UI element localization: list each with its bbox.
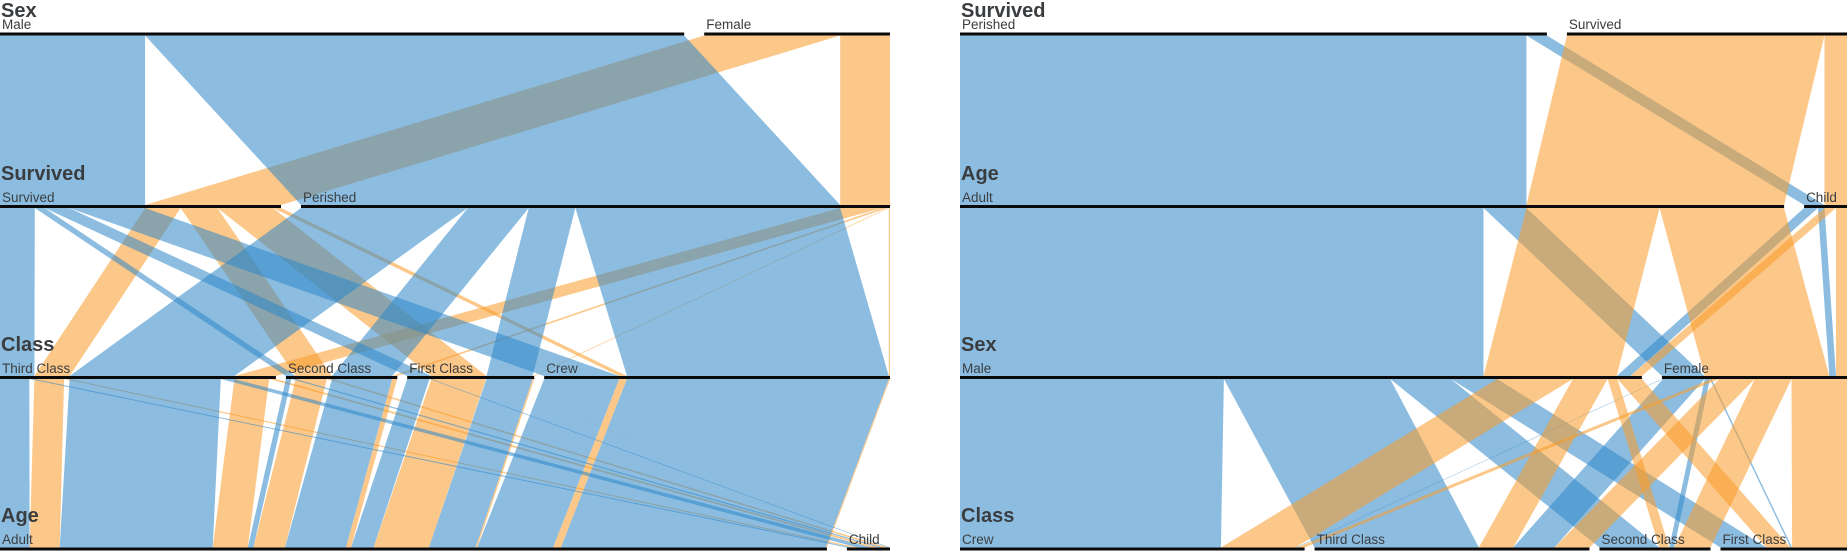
- flow-ribbon-perished[interactable]: [960, 379, 1224, 548]
- flow-ribbon-survived[interactable]: [1483, 208, 1660, 376]
- flow-ribbon-male[interactable]: [69, 208, 468, 376]
- category-label-first-class[interactable]: First Class: [1722, 532, 1787, 547]
- axis-line-segment-perished[interactable]: [960, 32, 1547, 36]
- category-label-male[interactable]: Male: [2, 17, 32, 32]
- flow-ribbon-male[interactable]: [477, 379, 620, 548]
- flow-ribbon-perished[interactable]: [960, 35, 1527, 206]
- axis-line-segment-male[interactable]: [0, 32, 685, 36]
- axis-line-segment-survived[interactable]: [1566, 32, 1847, 36]
- flow-ribbon-male[interactable]: [59, 379, 221, 548]
- flow-ribbon-female[interactable]: [212, 379, 270, 548]
- category-label-adult[interactable]: Adult: [962, 189, 993, 205]
- category-label-third-class[interactable]: Third Class: [2, 360, 71, 376]
- flow-ribbon-survived[interactable]: [1674, 379, 1792, 548]
- flow-ribbon-survived[interactable]: [1791, 379, 1847, 548]
- axis-title-age[interactable]: Age: [961, 162, 999, 185]
- axis-line-segment-adult[interactable]: [960, 205, 1785, 208]
- category-label-third-class[interactable]: Third Class: [1316, 532, 1385, 547]
- category-label-survived[interactable]: Survived: [1568, 17, 1622, 32]
- axis-line-segment-crew[interactable]: [544, 376, 890, 379]
- flow-ribbon-female[interactable]: [373, 379, 487, 548]
- category-label-second-class[interactable]: Second Class: [287, 360, 372, 376]
- flow-ribbon-male[interactable]: [145, 35, 841, 206]
- flow-ribbon-perished[interactable]: [1817, 208, 1836, 376]
- flow-ribbon-survived[interactable]: [1478, 379, 1608, 548]
- parallel-sets-chart-right: Survived Perished Survived Age Adult Child Sex…: [960, 0, 1847, 554]
- flow-ribbon-male[interactable]: [428, 379, 533, 548]
- flow-ribbon-male[interactable]: [0, 379, 30, 548]
- flow-ribbon-survived[interactable]: [1220, 379, 1573, 548]
- axis-line-segment-child[interactable]: [846, 547, 890, 551]
- axis-line-segment-perished[interactable]: [301, 205, 890, 208]
- category-label-crew[interactable]: Crew: [962, 532, 994, 547]
- axis-line-segment-female[interactable]: [704, 32, 890, 36]
- flow-ribbon-survived[interactable]: [1630, 208, 1836, 376]
- category-label-perished[interactable]: Perished: [962, 17, 1016, 32]
- axis-title-class[interactable]: Class: [961, 505, 1015, 527]
- category-label-female[interactable]: Female: [1663, 360, 1709, 376]
- flow-ribbon-male[interactable]: [560, 379, 889, 548]
- category-label-first-class[interactable]: First Class: [409, 360, 473, 376]
- flow-ribbon-female[interactable]: [888, 208, 890, 376]
- flow-ribbon-survived[interactable]: [1526, 35, 1825, 206]
- axis-line-segment-third-class[interactable]: [0, 376, 276, 379]
- flow-ribbon-female[interactable]: [840, 35, 890, 206]
- axis-line-segment-second-class[interactable]: [285, 376, 398, 379]
- flow-ribbon-survived[interactable]: [1836, 208, 1847, 376]
- axis-line-segment-second-class[interactable]: [1599, 547, 1711, 551]
- flow-ribbon-perished[interactable]: [960, 208, 1484, 376]
- category-label-female[interactable]: Female: [706, 17, 752, 32]
- category-label-male[interactable]: Male: [962, 360, 992, 376]
- flow-ribbon-survived[interactable]: [1824, 35, 1847, 206]
- flow-ribbon-male[interactable]: [0, 208, 35, 376]
- flow-ribbon-perished[interactable]: [1223, 379, 1479, 548]
- flow-ribbon-survived[interactable]: [1617, 379, 1791, 548]
- axis-line-segment-first-class[interactable]: [1720, 547, 1847, 551]
- axis-line-segment-male[interactable]: [960, 376, 1642, 379]
- parallel-sets-chart-left: Sex Male Female Survived Survived Perished Cla…: [0, 0, 890, 554]
- flow-ribbon-survived[interactable]: [1554, 379, 1755, 548]
- axis-line-segment-crew[interactable]: [960, 547, 1305, 551]
- flow-ribbon-male[interactable]: [247, 379, 292, 548]
- flow-ribbon-survived[interactable]: [1296, 379, 1720, 548]
- category-label-child[interactable]: Child: [1806, 189, 1837, 205]
- axis-title-survived[interactable]: Survived: [1, 162, 86, 185]
- category-label-child[interactable]: Child: [848, 532, 880, 547]
- flow-ribbon-female[interactable]: [29, 379, 65, 548]
- flow-ribbon-female[interactable]: [825, 379, 890, 548]
- category-label-adult[interactable]: Adult: [2, 532, 33, 547]
- category-label-survived[interactable]: Survived: [2, 189, 55, 205]
- axis-title-sex[interactable]: Sex: [961, 333, 997, 356]
- flow-ribbon-male[interactable]: [351, 379, 430, 548]
- axis-line-segment-survived[interactable]: [0, 205, 281, 208]
- ribbons-canvas-titanic-by-sex[interactable]: [0, 0, 890, 554]
- flow-ribbon-male[interactable]: [486, 208, 576, 376]
- flow-ribbon-female[interactable]: [475, 379, 535, 548]
- flow-ribbon-male[interactable]: [332, 208, 529, 376]
- category-label-crew[interactable]: Crew: [546, 360, 578, 376]
- flow-ribbon-male[interactable]: [285, 379, 393, 548]
- flow-ribbon-male[interactable]: [575, 208, 889, 376]
- axis-title-age[interactable]: Age: [1, 505, 39, 527]
- flow-ribbon-female[interactable]: [553, 379, 627, 548]
- flow-ribbon-female[interactable]: [253, 379, 327, 548]
- axis-title-survived[interactable]: Survived: [961, 0, 1046, 22]
- axis-title-sex[interactable]: Sex: [1, 0, 37, 22]
- axis-line-segment-child[interactable]: [1804, 205, 1847, 208]
- ribbons-canvas-titanic-by-survival[interactable]: [960, 0, 1847, 554]
- axis-line-segment-first-class[interactable]: [407, 376, 535, 379]
- axis-line-segment-adult[interactable]: [0, 547, 827, 551]
- category-label-second-class[interactable]: Second Class: [1601, 532, 1685, 547]
- axis-title-class[interactable]: Class: [1, 333, 55, 356]
- category-label-perished[interactable]: Perished: [303, 189, 357, 205]
- flow-ribbon-male[interactable]: [0, 35, 146, 206]
- axis-line-segment-third-class[interactable]: [1314, 547, 1590, 551]
- axis-line-segment-female[interactable]: [1661, 376, 1847, 379]
